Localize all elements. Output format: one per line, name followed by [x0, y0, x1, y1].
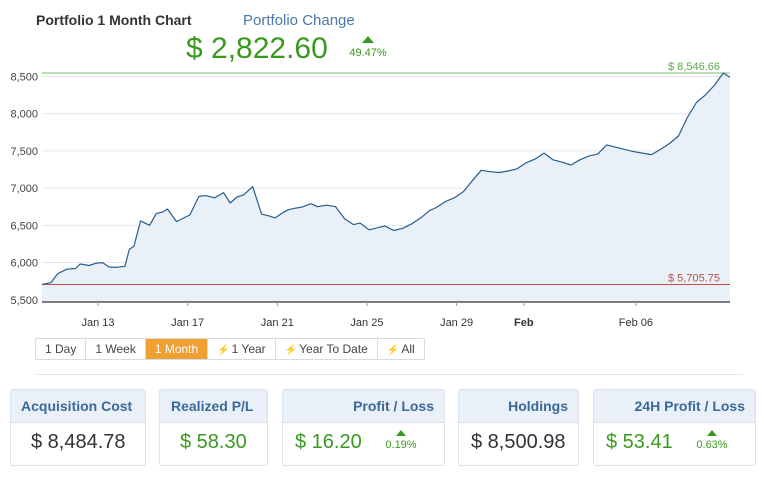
y-tick-label: 5,500 [10, 295, 38, 307]
holdings-card: Holdings $ 8,500.98 [458, 389, 579, 466]
tab-1-year[interactable]: ⚡ 1 Year [208, 339, 276, 359]
max-label: $ 8,546.66 [668, 61, 720, 73]
y-tick-label: 8,000 [10, 109, 38, 121]
portfolio-change-percent: 49.47% [347, 36, 389, 59]
card-value: $ 53.41 [606, 431, 673, 453]
card-label: Realized P/L [160, 390, 267, 423]
card-label: 24H Profit / Loss [594, 390, 755, 423]
card-percent: 0.19% [381, 430, 421, 451]
card-label: Profit / Loss [283, 390, 444, 423]
lightning-icon: ⚡ [386, 345, 400, 356]
portfolio-change-value: $ 2,822.60 [186, 32, 328, 65]
y-tick-label: 8,500 [10, 71, 38, 83]
card-label: Holdings [459, 390, 578, 423]
24h-profit-loss-card: 24H Profit / Loss $ 53.41 0.63% [593, 389, 756, 466]
portfolio-change-label: Portfolio Change [243, 12, 355, 29]
portfolio-area-chart: 8,500 8,000 7,500 7,000 6,500 6,000 5,500 $ 8,5… [10, 61, 731, 329]
tab-all[interactable]: ⚡ All [386, 342, 415, 356]
card-value: $ 8,484.78 [31, 431, 126, 453]
portfolio-change-percent-text: 49.47% [349, 47, 387, 59]
min-label: $ 5,705.75 [668, 272, 720, 284]
tab-1-day[interactable]: 1 Day [36, 339, 87, 359]
card-value: $ 16.20 [295, 431, 362, 453]
x-tick-label: Jan 25 [350, 317, 383, 329]
x-tick-label: Jan 21 [261, 317, 294, 329]
lightning-icon: ⚡ [284, 345, 298, 356]
card-value: $ 58.30 [180, 431, 247, 453]
x-tick-label: Jan 17 [171, 317, 204, 329]
tab-year-to-date[interactable]: ⚡ Year To Date [276, 339, 378, 359]
tab-1-month[interactable]: 1 Month [145, 339, 209, 359]
x-tick-label: Jan 29 [440, 317, 473, 329]
up-arrow-icon [396, 430, 406, 436]
x-tick-label: Feb [514, 317, 534, 329]
card-value: $ 8,500.98 [471, 431, 566, 453]
y-tick-label: 7,000 [10, 183, 38, 195]
divider [35, 374, 743, 375]
up-arrow-icon [707, 430, 717, 436]
lightning-icon: ⚡ [217, 345, 230, 356]
card-label: Acquisition Cost [11, 390, 145, 423]
y-tick-label: 6,500 [10, 220, 38, 232]
range-tabs: 1 Day 1 Week 1 Month ⚡ 1 Year ⚡ Year To Da… [35, 338, 425, 360]
y-tick-label: 7,500 [10, 146, 38, 158]
acquisition-cost-card: Acquisition Cost $ 8,484.78 [10, 389, 146, 466]
card-percent: 0.63% [692, 430, 732, 451]
x-tick-label: Feb 06 [619, 317, 653, 329]
tab-1-week[interactable]: 1 Week [86, 339, 146, 359]
chart-title: Portfolio 1 Month Chart [36, 12, 192, 28]
profit-loss-card: Profit / Loss $ 16.20 0.19% [282, 389, 445, 466]
series-line [41, 72, 731, 286]
area-fill [42, 73, 730, 302]
y-tick-label: 6,000 [10, 258, 38, 270]
x-tick-label: Jan 13 [82, 317, 115, 329]
realized-pl-card: Realized P/L $ 58.30 [159, 389, 268, 466]
up-arrow-icon [362, 36, 374, 43]
